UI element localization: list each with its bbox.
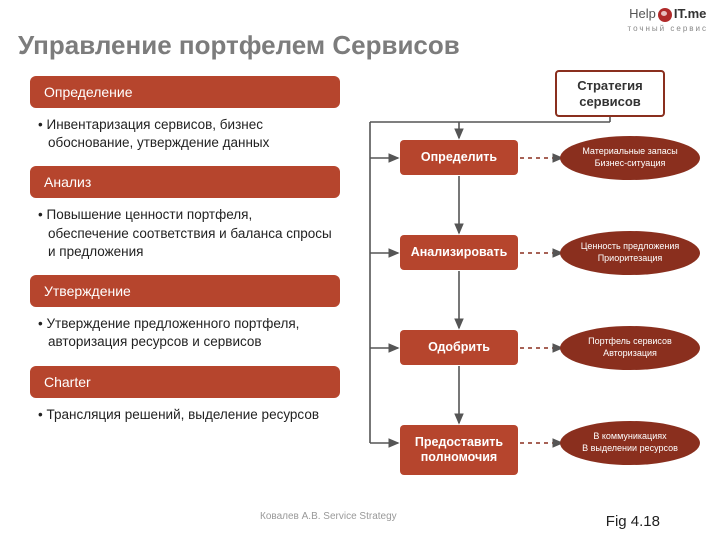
flow-step-ellipse: Ценность предложенияПриоритезация [560,231,700,275]
flowchart: Стратегиясервисов Определить Материальные… [345,60,715,520]
flow-step-ellipse: В коммуникацияхВ выделении ресурсов [560,421,700,465]
logo-dot-icon [658,8,672,22]
section-bullet: Повышение ценности портфеля, обеспечение… [30,198,340,275]
left-column: ОпределениеИнвентаризация сервисов, бизн… [30,76,340,438]
flow-step-box: Определить [400,140,518,175]
footer-credit: Ковалев А.В. Service Strategy [260,511,397,522]
section-header: Утверждение [30,275,340,307]
strategy-box: Стратегиясервисов [555,70,665,117]
flow-step-box: Анализировать [400,235,518,270]
logo: Help IT.me точный сервис [628,6,709,33]
flow-step-box: Одобрить [400,330,518,365]
logo-text-a: Help [629,6,656,21]
flow-step-ellipse: Материальные запасыБизнес-ситуация [560,136,700,180]
section-bullet: Утверждение предложенного портфеля, авто… [30,307,340,365]
figure-label: Fig 4.18 [606,513,660,530]
section-header: Charter [30,366,340,398]
flow-step-box: Предоставитьполномочия [400,425,518,475]
page-title: Управление портфелем Сервисов [18,30,460,61]
section-header: Определение [30,76,340,108]
flow-step-ellipse: Портфель сервисовАвторизация [560,326,700,370]
section-bullet: Трансляция решений, выделение ресурсов [30,398,340,438]
section-bullet: Инвентаризация сервисов, бизнес обоснова… [30,108,340,166]
logo-text-b: IT.me [674,6,707,21]
section-header: Анализ [30,166,340,198]
logo-tagline: точный сервис [628,24,709,33]
